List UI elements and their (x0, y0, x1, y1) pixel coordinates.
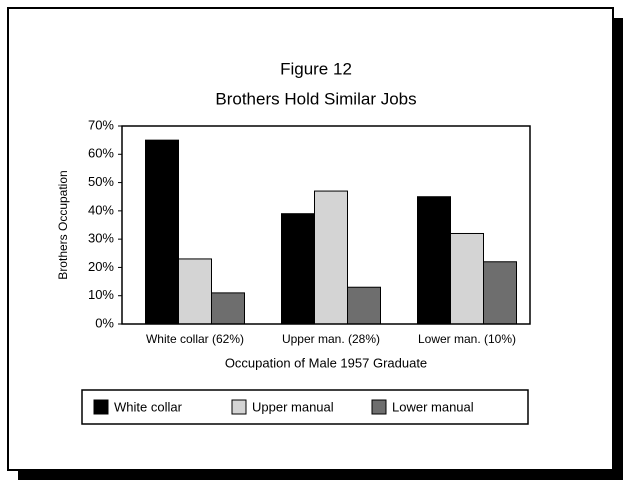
bar (347, 286, 381, 325)
y-axis-label: Brothers Occupation (56, 170, 70, 279)
y-tick-label: 30% (88, 231, 114, 246)
y-tick-label: 70% (88, 117, 114, 132)
legend-label: Upper manual (252, 399, 334, 414)
y-tick-label: 60% (88, 146, 114, 161)
bar (281, 213, 315, 325)
legend-label: Lower manual (392, 399, 474, 414)
x-tick-label: White collar (62%) (146, 332, 244, 346)
bar (450, 232, 484, 325)
legend-box (81, 389, 529, 425)
plot-frame (121, 125, 531, 325)
bar (211, 292, 245, 325)
bar (483, 261, 517, 325)
bar (145, 139, 179, 325)
y-tick-label: 0% (95, 315, 114, 330)
x-tick-label: Upper man. (28%) (282, 332, 380, 346)
y-tick-label: 40% (88, 202, 114, 217)
bar (178, 258, 212, 325)
bar (314, 190, 348, 325)
y-tick-label: 20% (88, 259, 114, 274)
x-axis-label: Occupation of Male 1957 Graduate (225, 355, 427, 370)
y-tick-label: 10% (88, 287, 114, 302)
legend-swatch (371, 399, 387, 415)
chart-title: Figure 12 (280, 59, 352, 78)
bar (417, 196, 451, 325)
y-tick-label: 50% (88, 174, 114, 189)
x-tick-label: Lower man. (10%) (418, 332, 516, 346)
legend-swatch (231, 399, 247, 415)
legend-label: White collar (114, 399, 183, 414)
chart-subtitle: Brothers Hold Similar Jobs (215, 89, 416, 108)
legend-swatch (93, 399, 109, 415)
